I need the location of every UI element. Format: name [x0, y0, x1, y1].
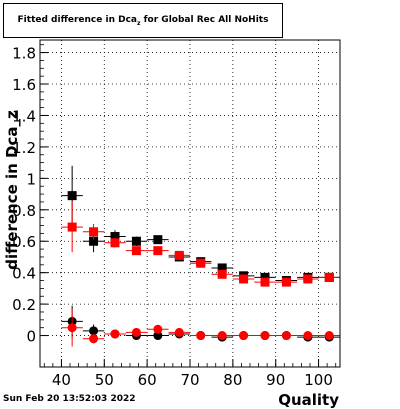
data-point-square	[281, 277, 291, 287]
data-point-circle	[196, 331, 206, 341]
y-tick-label: 1	[26, 170, 36, 188]
data-point-circle	[67, 323, 77, 333]
data-point-square	[217, 269, 227, 279]
data-point-circle	[260, 331, 270, 341]
data-point-square	[153, 246, 163, 256]
data-point-circle	[131, 327, 141, 337]
data-point-circle	[89, 334, 99, 344]
data-point-circle	[324, 331, 334, 341]
x-tick-label: 80	[223, 371, 242, 389]
y-axis-label: difference in Dca_z	[3, 110, 21, 270]
title-main: Fitted difference in Dca	[17, 15, 137, 25]
data-point-square	[239, 274, 249, 284]
data-point-square	[67, 191, 77, 201]
data-point-square	[303, 274, 313, 284]
title-subscript: z	[137, 19, 141, 27]
x-tick-label: 100	[304, 371, 333, 389]
data-point-square	[89, 227, 99, 237]
y-tick-label: 0.8	[12, 202, 36, 220]
title-suffix: for Global Rec All NoHits	[140, 15, 269, 25]
data-point-circle	[174, 327, 184, 337]
data-point-square	[260, 277, 270, 287]
data-point-square	[110, 238, 120, 248]
x-tick-label: 70	[180, 371, 199, 389]
y-tick-label: 0	[26, 328, 36, 346]
x-tick-label: 90	[266, 371, 285, 389]
data-point-square	[67, 222, 77, 232]
data-point-square	[89, 236, 99, 246]
data-points	[61, 165, 340, 347]
x-tick-label: 60	[138, 371, 157, 389]
y-tick-label: 1.4	[12, 107, 36, 125]
data-point-square	[217, 263, 227, 273]
data-point-square	[174, 250, 184, 260]
x-tick-label: 50	[95, 371, 114, 389]
timestamp-footer: Sun Feb 20 13:52:03 2022	[3, 394, 136, 404]
axis-ticks: 0 0.2 0.4 0.6 0.8 1 1.2 1.4 1.6 1.8 40 50 60 70 80 90 10…	[12, 44, 337, 389]
x-axis-label: Quality	[278, 391, 339, 409]
data-point-square	[153, 235, 163, 245]
y-tick-label: 1.2	[12, 139, 36, 157]
data-point-circle	[281, 331, 291, 341]
y-tick-label: 1.8	[12, 45, 36, 63]
y-tick-label: 0.2	[12, 296, 36, 314]
plot-area	[40, 40, 340, 367]
data-point-circle	[217, 331, 227, 341]
chart-title: Fitted difference in Dcaz for Global Rec…	[4, 15, 282, 27]
y-tick-label: 0.4	[12, 265, 36, 283]
data-point-circle	[153, 331, 163, 341]
x-tick-label: 40	[52, 371, 71, 389]
data-point-square	[131, 246, 141, 256]
y-tick-label: 0.6	[12, 233, 36, 251]
data-point-square	[260, 272, 270, 282]
data-point-circle	[303, 331, 313, 341]
data-point-circle	[110, 329, 120, 339]
data-point-circle	[153, 324, 163, 334]
data-point-circle	[89, 326, 99, 336]
y-tick-label: 1.6	[12, 76, 36, 94]
data-point-square	[196, 258, 206, 268]
data-point-square	[324, 272, 334, 282]
plot-frame	[39, 39, 341, 368]
grid	[40, 40, 340, 367]
title-box: Fitted difference in Dcaz for Global Rec…	[3, 3, 283, 38]
data-point-circle	[239, 331, 249, 341]
data-point-square	[131, 236, 141, 246]
data-point-square	[110, 232, 120, 242]
